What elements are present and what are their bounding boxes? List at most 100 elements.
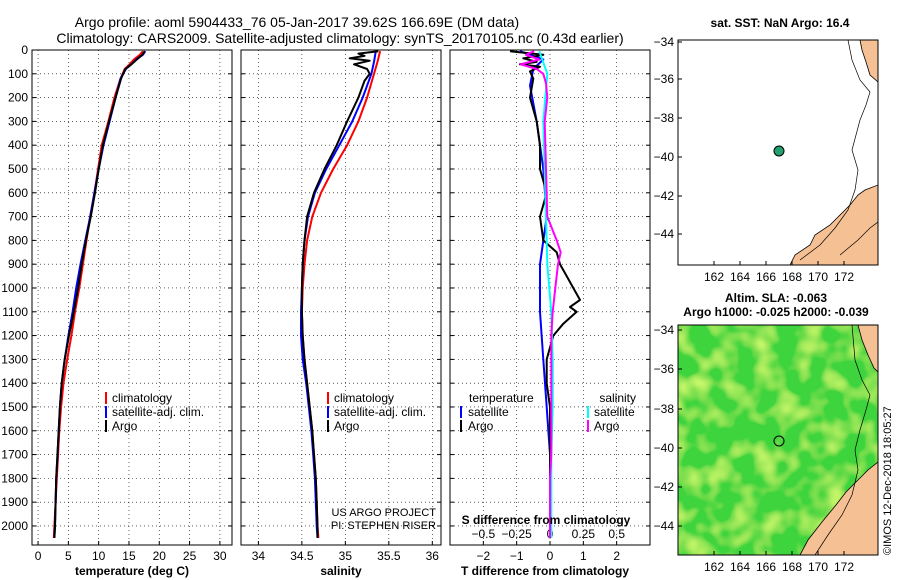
salinity-panel bbox=[240, 49, 442, 546]
difference-legend: temperature satellite Argo salinity sate… bbox=[460, 391, 636, 433]
y-tick-label: 800 bbox=[8, 233, 28, 247]
temperature-lines bbox=[52, 50, 147, 538]
sla-depth-contour bbox=[814, 325, 871, 555]
map-y-tick-label: −38 bbox=[654, 402, 675, 416]
y-tick-label: 500 bbox=[8, 162, 28, 176]
map-x-tick-label: 166 bbox=[756, 270, 776, 284]
y-tick-label: 600 bbox=[8, 186, 28, 200]
salinity-legend: climatology satellite-adj. clim. Argo bbox=[327, 391, 426, 433]
legend-label-argo: Argo bbox=[112, 419, 138, 433]
t-difference-xlabel: T difference from climatology bbox=[461, 564, 629, 578]
x-tick-label: 1 bbox=[580, 549, 587, 563]
x-tick-label: 20 bbox=[153, 549, 167, 563]
s-tick-label: −0.5 bbox=[471, 527, 495, 541]
sst-map-axes: 162 164 166 168 170 172 −34 −36 −38 −40 −42 −44 bbox=[654, 35, 855, 284]
legend-label-s-satellite: satellite bbox=[594, 405, 635, 419]
temperature-grid bbox=[32, 50, 232, 545]
map-x-tick-label: 164 bbox=[730, 560, 750, 574]
project-label: US ARGO PROJECT bbox=[331, 507, 436, 519]
y-tick-label: 1800 bbox=[1, 471, 28, 485]
map-y-tick-label: −34 bbox=[654, 35, 675, 49]
sla-land-south bbox=[799, 461, 878, 555]
x-tick-label: 36 bbox=[426, 549, 440, 563]
x-tick-label: 2 bbox=[613, 549, 620, 563]
figure-title-line1: Argo profile: aoml 5904433_76 05-Jan-201… bbox=[75, 14, 519, 30]
map-y-tick-label: −44 bbox=[654, 519, 675, 533]
y-tick-label: 1500 bbox=[1, 400, 28, 414]
sla-map-frame bbox=[677, 324, 879, 556]
s-tick-label: −0.25 bbox=[501, 527, 532, 541]
map-x-tick-label: 164 bbox=[730, 270, 750, 284]
y-tick-label: 200 bbox=[8, 91, 28, 105]
y-tick-label: 1700 bbox=[1, 448, 28, 462]
map-y-tick-label: −36 bbox=[654, 362, 675, 376]
map-x-tick-label: 162 bbox=[704, 270, 724, 284]
sla-map-title1: Altim. SLA: -0.063 bbox=[725, 291, 827, 305]
map-y-tick-label: −40 bbox=[654, 150, 675, 164]
legend-label-satellite: satellite-adj. clim. bbox=[334, 405, 426, 419]
x-tick-label: −1 bbox=[510, 549, 524, 563]
map-x-tick-label: 162 bbox=[704, 560, 724, 574]
map-y-tick-label: −34 bbox=[654, 323, 675, 337]
y-tick-label: 1200 bbox=[1, 329, 28, 343]
y-tick-label: 1000 bbox=[1, 281, 28, 295]
map-y-tick-label: −36 bbox=[654, 72, 675, 86]
sst-depth-contour bbox=[799, 40, 871, 261]
temperature-panel bbox=[31, 49, 233, 546]
pressure-axis: 0 100 200 300 400 500 600 700 800 900 1000 1100 1200… bbox=[1, 43, 28, 533]
salinity-axis: 34 34.5 35 35.5 36 bbox=[241, 49, 441, 563]
temperature-xlabel: temperature (deg C) bbox=[75, 564, 189, 578]
s-difference-label: S difference from climatology bbox=[462, 513, 631, 527]
legend-label-t-satellite: satellite bbox=[468, 405, 509, 419]
imos-credit: ©IMOS 12-Dec-2018 18:05:27 bbox=[882, 406, 894, 555]
map-y-tick-label: −44 bbox=[654, 227, 675, 241]
map-y-tick-label: −38 bbox=[654, 111, 675, 125]
salinity-xlabel: salinity bbox=[320, 564, 362, 578]
temperature-legend: climatology satellite-adj. clim. Argo bbox=[105, 391, 204, 433]
map-x-tick-label: 170 bbox=[808, 270, 828, 284]
legend-label-t-argo: Argo bbox=[468, 419, 494, 433]
x-tick-label: 0 bbox=[547, 549, 554, 563]
map-y-tick-label: −42 bbox=[654, 480, 675, 494]
y-tick-label: 2000 bbox=[1, 519, 28, 533]
y-tick-label: 0 bbox=[21, 43, 28, 57]
sst-land-north bbox=[859, 40, 878, 83]
map-x-tick-label: 170 bbox=[808, 560, 828, 574]
s-tick-label: 0.5 bbox=[608, 527, 625, 541]
y-tick-label: 1600 bbox=[1, 424, 28, 438]
x-tick-label: 34.5 bbox=[290, 549, 314, 563]
legend-label-climatology: climatology bbox=[334, 391, 394, 405]
sla-land-north bbox=[857, 325, 878, 373]
sst-map-title: sat. SST: NaN Argo: 16.4 bbox=[711, 16, 850, 30]
x-tick-label: 25 bbox=[183, 549, 197, 563]
y-tick-label: 100 bbox=[8, 67, 28, 81]
t-difference-axis: −2 −1 0 1 2 bbox=[450, 49, 650, 563]
sst-map-frame bbox=[677, 39, 879, 266]
temperature-axis: 0 5 10 15 20 25 30 bbox=[32, 49, 232, 563]
sla-map bbox=[678, 325, 878, 555]
map-x-tick-label: 172 bbox=[834, 560, 854, 574]
sla-map-axes: 162 164 166 168 170 172 −34 −36 −38 −40 −42 −44 bbox=[654, 323, 855, 574]
legend-label-argo: Argo bbox=[334, 419, 360, 433]
x-tick-label: 15 bbox=[122, 549, 136, 563]
argo-float-marker bbox=[773, 145, 785, 157]
legend-title-temperature: temperature bbox=[469, 391, 534, 405]
salinity-grid bbox=[241, 50, 441, 545]
x-tick-label: 35 bbox=[339, 549, 353, 563]
x-tick-label: 34 bbox=[252, 549, 266, 563]
legend-label-satellite: satellite-adj. clim. bbox=[112, 405, 204, 419]
map-x-tick-label: 168 bbox=[782, 560, 802, 574]
x-tick-label: 35.5 bbox=[377, 549, 401, 563]
y-tick-label: 1400 bbox=[1, 376, 28, 390]
map-y-tick-label: −42 bbox=[654, 189, 675, 203]
map-x-tick-label: 168 bbox=[782, 270, 802, 284]
x-tick-label: −2 bbox=[476, 549, 490, 563]
x-tick-label: 0 bbox=[35, 549, 42, 563]
sla-map-title2: Argo h1000: -0.025 h2000: -0.039 bbox=[683, 305, 869, 319]
y-tick-label: 1100 bbox=[2, 305, 28, 319]
x-tick-label: 10 bbox=[92, 549, 106, 563]
legend-label-climatology: climatology bbox=[112, 391, 172, 405]
y-tick-label: 1900 bbox=[1, 495, 28, 509]
y-tick-label: 400 bbox=[8, 138, 28, 152]
